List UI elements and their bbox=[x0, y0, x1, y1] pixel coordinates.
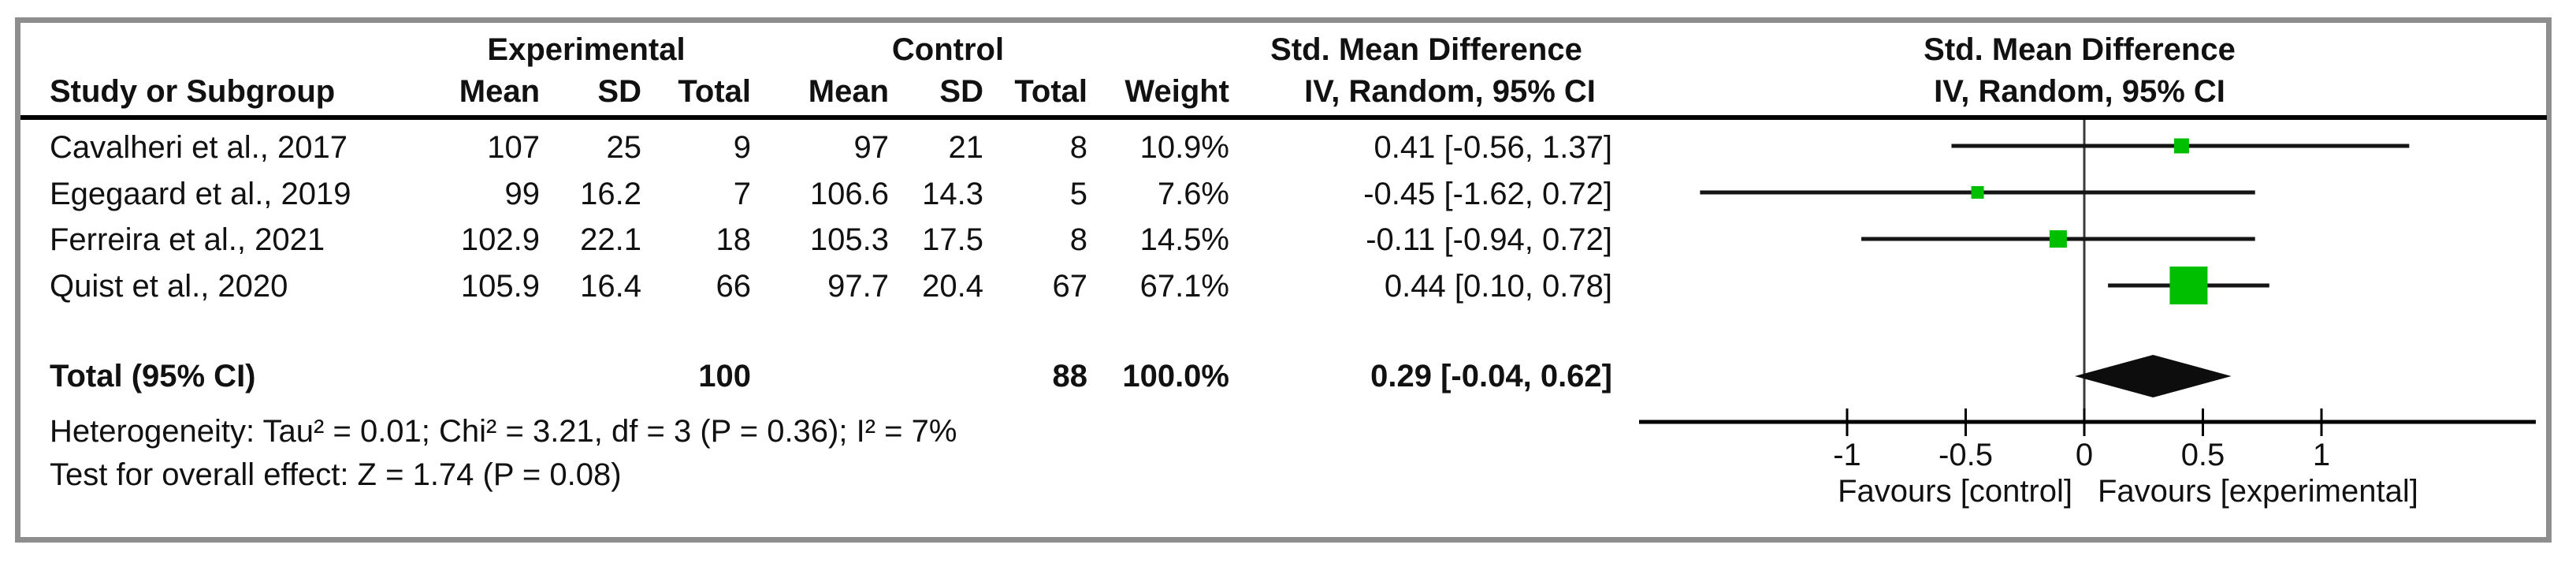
axis-tick-label: 0.5 bbox=[2180, 438, 2225, 472]
mean-exp-value: 102.9 bbox=[460, 222, 540, 257]
effect-square bbox=[1971, 186, 1984, 199]
axis-tick-label: -1 bbox=[1833, 438, 1861, 472]
total-ctrl-value: 8 bbox=[1069, 222, 1087, 257]
total-ci-text: 0.29 [-0.04, 0.62] bbox=[1370, 359, 1612, 394]
heterogeneity-note: Heterogeneity: Tau² = 0.01; Chi² = 3.21,… bbox=[50, 414, 957, 449]
total-weight: 100.0% bbox=[1122, 359, 1229, 394]
col-header-study: Study or Subgroup bbox=[50, 74, 336, 109]
mean-ctrl-value: 105.3 bbox=[809, 222, 889, 257]
study-name: Cavalheri et al., 2017 bbox=[50, 130, 348, 165]
overall-effect-note: Test for overall effect: Z = 1.74 (P = 0… bbox=[50, 457, 622, 492]
weight-value: 14.5% bbox=[1139, 222, 1229, 257]
sd-exp-value: 16.2 bbox=[580, 177, 641, 211]
col-subheader-smd-left: IV, Random, 95% CI bbox=[1304, 74, 1596, 109]
total-exp-value: 66 bbox=[716, 269, 752, 304]
sd-exp-value: 22.1 bbox=[580, 222, 641, 257]
sd-ctrl-value: 21 bbox=[948, 130, 984, 165]
effect-square bbox=[2049, 230, 2067, 248]
effect-square bbox=[2169, 267, 2208, 304]
col-header-mean-exp: Mean bbox=[459, 74, 540, 109]
study-name: Ferreira et al., 2021 bbox=[50, 222, 325, 257]
weight-value: 7.6% bbox=[1157, 177, 1229, 211]
total-ctrl-value: 67 bbox=[1052, 269, 1088, 304]
header-separator-line bbox=[20, 115, 2547, 120]
axis-tick-label: -0.5 bbox=[1939, 438, 1993, 472]
axis-tick-label: 1 bbox=[2312, 438, 2331, 472]
col-header-total-ctrl: Total bbox=[1014, 74, 1087, 109]
col-group-smd-left: Std. Mean Difference bbox=[1270, 32, 1582, 67]
sd-ctrl-value: 17.5 bbox=[922, 222, 983, 257]
figure-border bbox=[15, 17, 2552, 543]
study-name: Quist et al., 2020 bbox=[50, 269, 288, 304]
sd-exp-value: 25 bbox=[606, 130, 642, 165]
col-header-total-exp: Total bbox=[678, 74, 751, 109]
sd-ctrl-value: 20.4 bbox=[922, 269, 983, 304]
mean-ctrl-value: 106.6 bbox=[809, 177, 889, 211]
sd-ctrl-value: 14.3 bbox=[922, 177, 983, 211]
total-exp-value: 18 bbox=[716, 222, 752, 257]
col-header-mean-ctrl: Mean bbox=[808, 74, 889, 109]
ci-text: -0.11 [-0.94, 0.72] bbox=[1366, 222, 1612, 257]
plot-header-line1: Std. Mean Difference bbox=[1924, 32, 2236, 67]
sd-exp-value: 16.4 bbox=[580, 269, 641, 304]
favours-control-label: Favours [control] bbox=[1838, 474, 2072, 509]
mean-ctrl-value: 97 bbox=[853, 130, 890, 165]
ci-text: 0.41 [-0.56, 1.37] bbox=[1373, 130, 1612, 165]
ci-text: 0.44 [0.10, 0.78] bbox=[1384, 269, 1612, 304]
col-group-control: Control bbox=[891, 32, 1005, 67]
total-exp-value: 7 bbox=[733, 177, 751, 211]
effect-square bbox=[2173, 138, 2189, 154]
total-ctrl-value: 8 bbox=[1069, 130, 1087, 165]
col-header-sd-ctrl: SD bbox=[939, 74, 983, 109]
mean-exp-value: 99 bbox=[504, 177, 541, 211]
mean-ctrl-value: 97.7 bbox=[827, 269, 889, 304]
plot-header-line2: IV, Random, 95% CI bbox=[1934, 74, 2225, 109]
axis-tick-label: 0 bbox=[2075, 438, 2094, 472]
study-name: Egegaard et al., 2019 bbox=[50, 177, 351, 211]
total-exp-sum: 100 bbox=[698, 359, 751, 394]
favours-experimental-label: Favours [experimental] bbox=[2098, 474, 2418, 509]
mean-exp-value: 105.9 bbox=[460, 269, 540, 304]
weight-value: 10.9% bbox=[1139, 130, 1229, 165]
overall-diamond bbox=[2074, 355, 2232, 397]
ci-text: -0.45 [-1.62, 0.72] bbox=[1363, 177, 1612, 211]
total-ctrl-sum: 88 bbox=[1052, 359, 1088, 394]
col-header-sd-exp: SD bbox=[597, 74, 641, 109]
total-exp-value: 9 bbox=[733, 130, 751, 165]
col-group-experimental: Experimental bbox=[487, 32, 686, 67]
total-row-label: Total (95% CI) bbox=[50, 359, 256, 394]
mean-exp-value: 107 bbox=[487, 130, 540, 165]
total-ctrl-value: 5 bbox=[1069, 177, 1087, 211]
weight-value: 67.1% bbox=[1139, 269, 1229, 304]
col-header-weight: Weight bbox=[1124, 74, 1229, 109]
